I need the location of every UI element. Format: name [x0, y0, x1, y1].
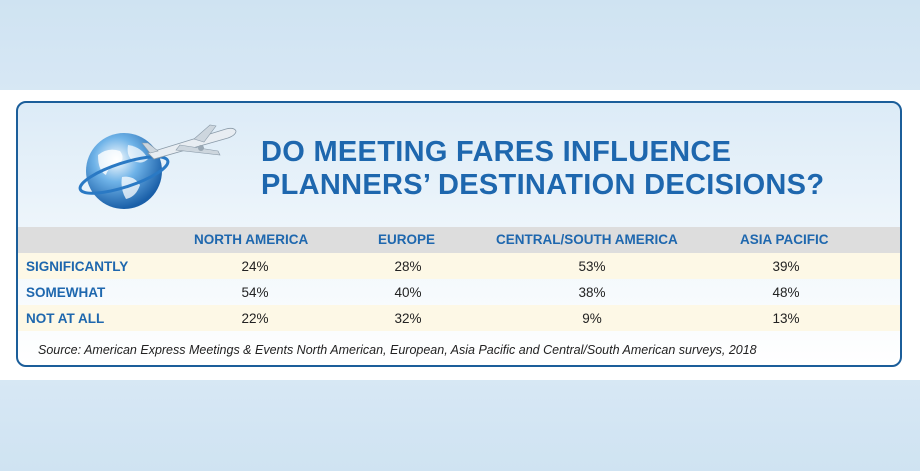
table-cell: 32%	[394, 311, 422, 326]
row-label: NOT AT ALL	[26, 311, 105, 326]
table-cell: 24%	[241, 259, 269, 274]
row-label: SIGNIFICANTLY	[26, 259, 129, 274]
table-cell: 53%	[578, 259, 606, 274]
title-line-1: DO MEETING FARES INFLUENCE	[261, 136, 732, 168]
globe-icon	[78, 133, 170, 209]
table-cell: 54%	[241, 285, 269, 300]
table-cell: 48%	[772, 285, 800, 300]
table-cell: 13%	[772, 311, 800, 326]
table-cell: 28%	[394, 259, 422, 274]
column-header: EUROPE	[378, 232, 436, 247]
row-label: SOMEWHAT	[26, 285, 106, 300]
table-cell: 40%	[394, 285, 422, 300]
airplane-icon	[141, 124, 237, 160]
table-row: NOT AT ALL 22% 32% 9% 13%	[18, 305, 900, 331]
table-row: SIGNIFICANTLY 24% 28% 53% 39%	[18, 253, 900, 279]
column-header: NORTH AMERICA	[194, 232, 309, 247]
column-header: ASIA PACIFIC	[740, 232, 829, 247]
source-note: Source: American Express Meetings & Even…	[38, 343, 757, 357]
title-line-2: PLANNERS’ DESTINATION DECISIONS?	[261, 169, 825, 201]
chart-title: DO MEETING FARES INFLUENCE PLANNERS’ DES…	[261, 136, 881, 202]
column-header: CENTRAL/SOUTH AMERICA	[496, 232, 678, 247]
table-row: SOMEWHAT 54% 40% 38% 48%	[18, 279, 900, 305]
table-header-bar	[18, 227, 900, 253]
globe-airplane-illustration	[76, 115, 256, 215]
infographic-card: DO MEETING FARES INFLUENCE PLANNERS’ DES…	[16, 101, 902, 367]
table-cell: 39%	[772, 259, 800, 274]
table-cell: 22%	[241, 311, 269, 326]
table-cell: 9%	[582, 311, 602, 326]
table-cell: 38%	[578, 285, 606, 300]
